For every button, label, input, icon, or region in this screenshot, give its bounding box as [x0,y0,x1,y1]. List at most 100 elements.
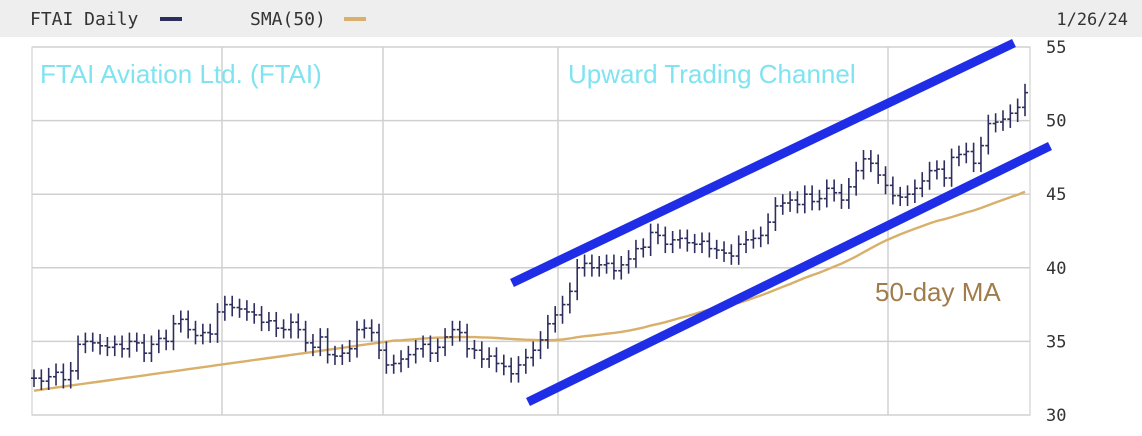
sma-50-line [33,190,1026,392]
date-label: 1/26/24 [1056,10,1128,30]
price-bar [676,229,683,249]
price-bar [412,339,419,364]
price-bar [155,329,162,354]
price-bar [772,197,779,231]
price-bar [207,323,214,343]
price-bar [875,154,882,184]
price-bar [985,114,992,155]
price-bar [427,335,434,363]
price-bars [31,83,1028,390]
price-bar [376,323,383,360]
price-bar [258,306,265,332]
price-bar [383,341,390,374]
legend-swatch-sma [344,17,366,21]
price-bar [1014,98,1021,123]
y-tick-label: 30 [1046,406,1066,426]
price-bar [897,186,904,206]
price-bar [860,150,867,180]
price-bar [317,328,324,357]
price-bar [295,313,302,339]
price-bar [251,303,258,324]
price-bar [889,176,896,205]
price-bar [970,142,977,173]
price-bar [331,345,338,365]
price-bar [662,226,669,254]
price-bar [67,362,74,389]
channel-annotation: Upward Trading Channel [568,59,856,89]
price-bar [926,161,933,190]
price-bar [486,347,493,368]
y-tick-label: 35 [1046,332,1066,352]
price-bar [530,341,537,367]
price-bar [999,110,1006,131]
y-tick-label: 55 [1046,38,1066,58]
price-bar [757,226,764,248]
price-bar [706,232,713,258]
price-bar [302,320,309,352]
price-bar [911,179,918,204]
price-bar [420,335,427,358]
price-bar [170,314,177,351]
price-bar [743,231,750,254]
price-bar [192,320,199,345]
price-bar [809,185,816,211]
price-bar [977,136,984,173]
price-bar [654,223,661,245]
price-bar [229,295,236,317]
price-bar [941,160,948,187]
price-bar [522,348,529,374]
price-bar [273,311,280,337]
price-bar [544,314,551,349]
price-bar [779,194,786,215]
price-bar [464,323,471,358]
price-bar [647,223,654,257]
legend-label-ftai-daily: FTAI Daily [30,9,139,30]
price-bar [515,356,522,383]
price-bar [919,172,926,198]
price-bar [801,185,808,214]
price-bar [398,350,405,373]
price-bar [141,334,148,363]
price-bar [750,229,757,249]
price-bar [596,256,603,277]
price-bar [346,339,353,363]
price-bar [581,254,588,277]
price-bar [324,328,331,364]
plot-area [31,46,1031,416]
price-bar [493,347,500,373]
y-tick-label: 45 [1046,185,1066,205]
price-bar [500,354,507,376]
price-bar [765,213,772,245]
price-bar [449,320,456,346]
price-bar [853,161,860,196]
price-bar [610,254,617,280]
price-bar [280,319,287,339]
price-bar [838,183,845,209]
sma-line [33,190,1026,392]
price-bar [831,179,838,202]
price-bar [640,238,647,258]
price-bar [552,306,559,333]
channel-lower-line [526,141,1052,407]
price-bar [691,233,698,254]
price-bar [823,179,830,208]
price-bar [31,369,37,388]
price-bar [508,357,515,383]
price-bar [104,336,111,357]
price-bar [82,332,89,354]
price-bar [603,254,610,274]
price-bar [199,323,206,345]
price-bar [735,235,742,265]
price-bar [625,250,632,274]
price-bar [787,191,794,212]
price-bar [904,185,911,206]
price-bar [1022,83,1028,117]
price-bar [721,241,728,262]
price-bar [368,319,375,342]
price-bar [794,191,801,214]
price-bar [882,166,889,195]
y-axis-tick-labels: 55 50 45 40 35 30 [1046,38,1066,426]
price-bar [632,239,639,268]
price-bar [618,256,625,280]
